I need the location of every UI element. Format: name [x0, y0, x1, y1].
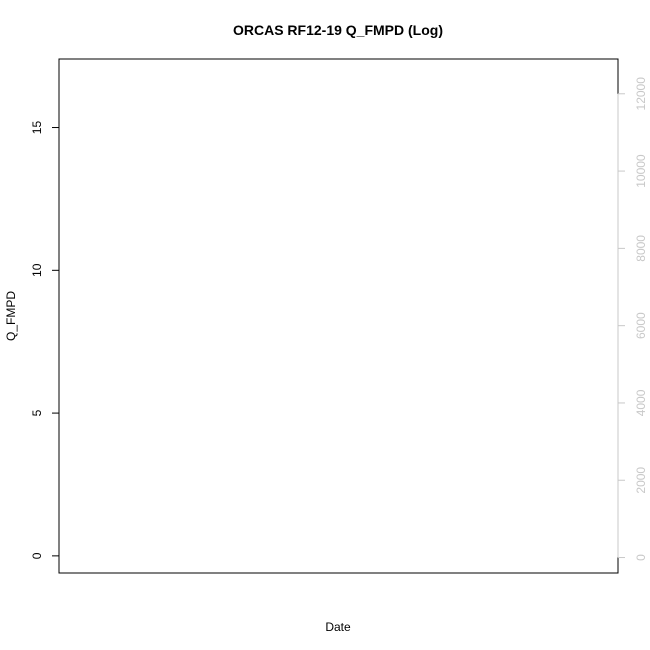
y2-tick-label: 6000: [634, 312, 648, 339]
plot-frame: [58, 58, 619, 574]
y2-tick-label: 12000: [634, 77, 648, 111]
y-axis: 0 5 10 15: [30, 121, 60, 559]
y-tick-label: 15: [30, 121, 44, 135]
chart-title: ORCAS RF12-19 Q_FMPD (Log): [233, 22, 443, 38]
y2-tick-label: 4000: [634, 389, 648, 416]
y2-tick-label: 8000: [634, 235, 648, 262]
y2-tick-label: 10000: [634, 154, 648, 188]
y-tick-label: 0: [30, 552, 44, 559]
y2-axis: 0 2000 4000 6000 8000 10000 12000: [617, 77, 648, 561]
y2-tick-label: 2000: [634, 467, 648, 494]
y-axis-label: Q_FMPD: [4, 291, 18, 341]
y-tick-label: 5: [30, 409, 44, 416]
x-axis-label: Date: [325, 620, 351, 634]
y-tick-label: 10: [30, 263, 44, 277]
y2-tick-label: 0: [634, 554, 648, 561]
